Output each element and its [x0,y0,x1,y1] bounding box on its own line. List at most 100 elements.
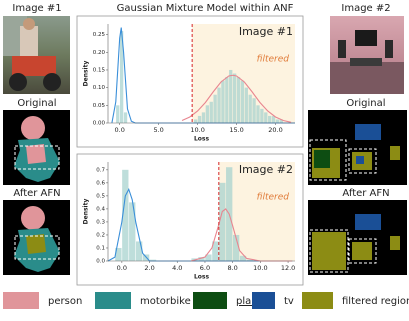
histogram-bar [217,87,221,123]
x-axis-label: Loss [194,136,210,143]
histogram-bar [201,112,206,123]
chart: 0.0 0.1 0.2 0.3 0.4 0.5 0.6 0.7 0.0 2.0 4.0 6.0 8.0 1… [76,153,304,286]
histogram-bar [136,241,143,261]
row-label: Original [17,98,56,109]
annotation: filtered [257,193,290,203]
histogram-bar [244,87,248,123]
x-tick-label: 20.0 [268,126,282,134]
legend-label: plant [236,296,262,307]
histogram-bar [271,115,276,123]
histogram-bar [246,259,254,261]
x-tick-label: 8.0 [227,264,237,272]
histogram-bar [129,202,136,261]
y-tick-label: 0.4 [96,206,105,212]
y-tick-label: 0.1 [96,245,105,251]
x-tick-label: 4.0 [172,264,182,272]
chart: 0.00 0.05 0.10 0.15 0.20 0.25 0.0 5.0 10.0 15.0 20… [76,15,304,148]
histogram-bar [275,119,280,123]
histogram-bar [225,77,229,123]
x-tick-label: 12.0 [281,264,295,272]
chart-title: Image #2 [239,163,293,176]
histogram-bar [205,105,209,123]
histogram-bar [194,119,198,123]
gmm-curve [111,27,295,124]
x-tick-label: 2.0 [144,264,154,272]
legend-swatch [95,292,131,309]
histogram-bar [197,115,202,123]
x-tick-label: 0.0 [117,264,127,272]
gmm-curve [190,208,293,262]
y-tick-label: 0.3 [96,219,105,225]
legend: person motorbike plant tv filtered regions [3,292,409,309]
row-label: Original [346,98,385,109]
y-axis-label: Density [83,199,90,225]
histogram-bar [268,115,272,123]
y-tick-label: 0.00 [93,121,106,127]
histogram-bar [219,182,226,261]
histogram-bar [256,105,260,123]
y-tick-label: 0.20 [93,50,106,56]
histogram-bar [205,254,212,261]
segmentation-map [308,200,407,275]
histogram-bar [229,69,233,123]
segmentation-map [3,110,70,185]
histogram-bar [209,101,213,123]
chart-title: Image #1 [239,25,293,38]
y-tick-label: 0.10 [93,85,106,91]
histogram-bar [119,31,124,124]
row-label: After AFN [342,188,389,199]
column-title: Image #1 [12,3,61,14]
histogram-bar [212,241,219,261]
histogram-bar [248,94,252,123]
legend-swatch [193,292,227,309]
histogram-bar [240,80,245,123]
legend-label: motorbike [140,296,191,307]
x-tick-label: 15.0 [229,126,243,134]
histogram-bar [239,255,247,261]
y-tick-label: 0.5 [96,193,105,199]
gmm-curve [107,187,293,262]
legend-label: filtered regions [342,296,409,307]
histogram-bar [123,112,128,123]
histogram-bar [213,94,217,123]
x-tick-label: 0.0 [115,126,125,134]
photo [3,16,70,94]
y-tick-label: 0.0 [96,259,105,265]
histogram-bar [264,112,268,123]
histogram-bar [122,169,129,261]
x-tick-label: 10.0 [253,264,267,272]
histogram-bar [115,247,122,261]
histogram-bar [260,108,264,123]
y-tick-label: 0.05 [93,103,106,109]
photo [330,16,404,94]
y-tick-label: 0.25 [93,32,106,38]
y-tick-label: 0.7 [96,167,105,173]
segmentation-map [308,110,407,185]
y-tick-label: 0.15 [93,67,106,73]
histogram-bar [221,80,225,123]
histogram-bar [236,77,241,123]
histogram-bar [116,105,120,123]
legend-swatch [302,292,333,309]
histogram-bar [232,234,240,261]
column-title: Image #2 [341,3,390,14]
annotation: filtered [257,55,290,65]
histogram-bar [279,119,284,123]
legend-swatch [252,292,275,309]
y-tick-label: 0.6 [96,180,105,186]
histogram-bar [198,257,205,261]
x-tick-label: 6.0 [200,264,210,272]
y-tick-label: 0.2 [96,232,105,238]
gmm-curve [181,74,292,123]
histogram-bar [149,259,157,261]
segmentation-map [3,200,70,275]
legend-label: person [48,296,82,307]
legend-swatch [3,292,39,309]
histogram-bar [232,73,237,123]
x-tick-label: 10.0 [190,126,204,134]
y-axis-label: Density [83,61,90,87]
x-axis-label: Loss [194,274,210,281]
histogram-bar [252,98,256,123]
row-label: After AFN [13,188,60,199]
